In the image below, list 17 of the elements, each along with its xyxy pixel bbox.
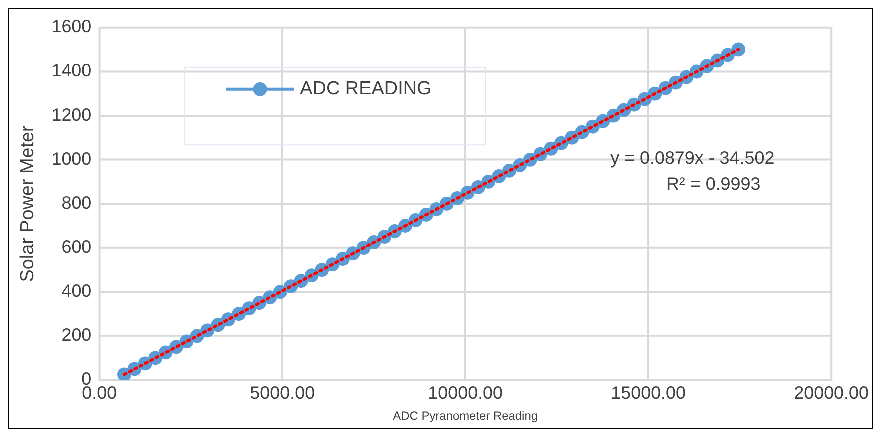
y-tick-label: 1200 <box>52 104 92 125</box>
x-tick-label: 20000.00 <box>794 382 869 403</box>
y-tick-label: 200 <box>62 325 92 346</box>
legend-label: ADC READING <box>300 78 432 100</box>
y-tick-label: 800 <box>62 192 92 213</box>
y-tick-label: 600 <box>62 237 92 257</box>
y-tick-label: 1400 <box>52 60 92 81</box>
x-tick-label: 5000.00 <box>250 382 316 403</box>
x-axis-title: ADC Pyranometer Reading <box>393 409 538 424</box>
y-tick-label: 1000 <box>52 148 92 169</box>
y-tick-label: 400 <box>62 281 92 302</box>
y-axis-title: Solar Power Meter <box>18 126 39 282</box>
x-tick-label: 15000.00 <box>611 382 686 403</box>
annotation: R² = 0.9993 <box>666 174 761 194</box>
annotation: y = 0.0879x - 34.502 <box>610 148 775 168</box>
y-tick-label: 1600 <box>52 16 92 37</box>
x-tick-label: 10000.00 <box>428 382 504 403</box>
